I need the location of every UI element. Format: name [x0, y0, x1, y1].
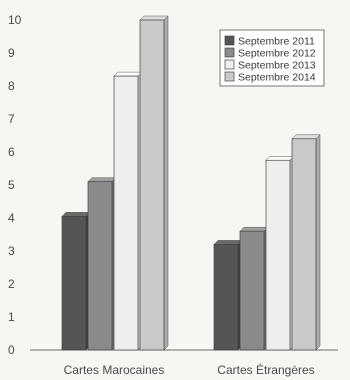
legend-label: Septembre 2011: [238, 36, 315, 48]
legend-label: Septembre 2014: [238, 72, 316, 84]
bar-side: [315, 134, 321, 351]
bar: [87, 177, 117, 351]
y-tick-label: 10: [8, 13, 22, 27]
legend-label: Septembre 2013: [238, 60, 316, 72]
bar-front: [291, 138, 317, 351]
legend-swatch: [224, 35, 235, 46]
category-label: Cartes Étrangères: [217, 362, 314, 377]
bar-top: [139, 15, 169, 21]
y-tick-label: 8: [8, 79, 15, 93]
legend-swatch: [224, 71, 235, 82]
bar-top: [61, 212, 91, 217]
y-tick-label: 2: [8, 277, 15, 291]
bar: [139, 15, 169, 351]
bar-top: [113, 71, 143, 77]
category-label: Cartes Marocaines: [64, 363, 165, 377]
legend-swatch: [224, 59, 235, 70]
y-tick-label: 3: [8, 244, 15, 258]
bar-top: [239, 226, 269, 232]
bar: [265, 155, 295, 351]
bar: [213, 239, 243, 351]
bar: [291, 134, 321, 351]
bar-front: [61, 216, 87, 351]
y-axis-ticks: 0 1 2 3 4 5 6 7 8 9 10: [8, 13, 22, 357]
bar-top: [213, 240, 243, 245]
bar-top: [291, 134, 321, 140]
bar-front: [239, 230, 265, 351]
y-tick-label: 0: [8, 343, 15, 357]
legend-label: Septembre 2012: [238, 48, 316, 60]
y-tick-label: 1: [8, 310, 15, 324]
bar-front: [87, 181, 113, 351]
legend-box: [219, 29, 325, 87]
bar: [239, 226, 269, 351]
bar-front: [139, 19, 165, 351]
category-labels: Cartes Marocaines Cartes Étrangères: [64, 362, 315, 377]
y-tick-label: 4: [8, 211, 15, 225]
bar-top: [265, 156, 295, 161]
bar-front: [265, 159, 291, 351]
bar-side: [163, 15, 169, 351]
bar-series-group: [61, 15, 321, 351]
bar-front: [213, 244, 239, 351]
y-tick-label: 6: [8, 145, 15, 159]
y-tick-label: 9: [8, 46, 15, 60]
bar: [113, 71, 143, 351]
y-tick-label: 5: [8, 178, 15, 192]
y-tick-label: 7: [8, 112, 15, 126]
bar-top: [87, 177, 117, 182]
bar: [61, 211, 91, 351]
legend-swatch: [224, 47, 235, 58]
bar-front: [113, 75, 139, 351]
